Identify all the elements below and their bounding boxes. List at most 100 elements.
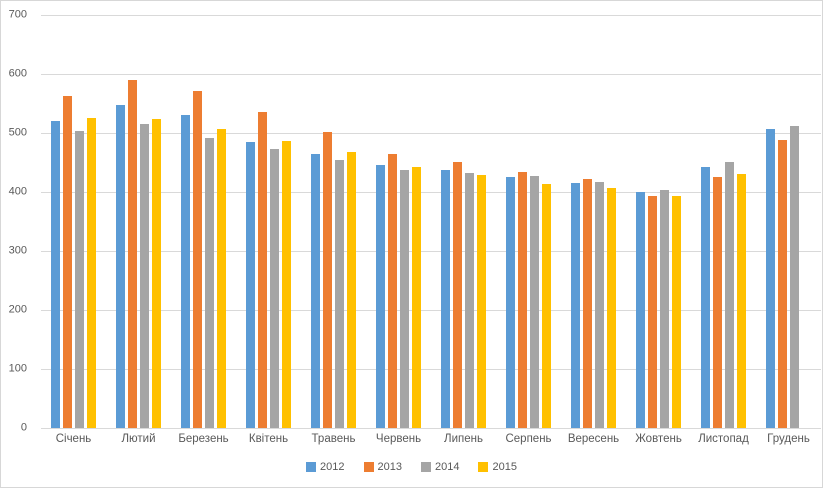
gridline [41,133,821,134]
bar-2014-Серпень [530,176,539,428]
bar-group-Квітень [236,15,301,428]
bar-2013-Березень [193,91,202,428]
bar-2015-Липень [477,175,486,428]
gridline [41,428,821,429]
bar-2014-Липень [465,173,474,428]
bar-group-Червень [366,15,431,428]
legend-swatch-icon [306,462,317,472]
legend-swatch-icon [478,462,489,472]
bar-group-Вересень [561,15,626,428]
bar-2014-Травень [335,160,344,428]
x-tick-label: Грудень [767,433,810,445]
legend-item-2013: 2013 [363,461,402,473]
bar-2012-Грудень [766,129,775,428]
bar-group-Грудень [756,15,821,428]
bar-2014-Березень [205,138,214,428]
bar-2013-Липень [453,162,462,428]
bar-2014-Січень [75,131,84,428]
bar-group-Березень [171,15,236,428]
x-tick-label: Січень [55,433,92,445]
bar-2012-Травень [311,154,320,428]
bar-2015-Серпень [542,184,551,428]
legend-item-2014: 2014 [421,461,459,473]
bar-2012-Лютий [116,105,125,428]
bar-2015-Березень [217,129,226,428]
bar-2014-Квітень [270,149,279,428]
bar-2013-Січень [63,96,72,428]
bar-2013-Квітень [258,112,267,428]
y-tick-label: 700 [8,8,27,21]
bar-2015-Жовтень [672,196,681,428]
bar-2015-Червень [412,167,421,428]
bar-2015-Квітень [282,141,291,428]
bar-group-Січень [41,15,106,428]
bar-2014-Жовтень [660,190,669,428]
bar-2013-Жовтень [648,196,657,428]
bar-2014-Червень [400,170,409,428]
bar-2015-Листопад [737,174,746,428]
bar-2013-Листопад [713,177,722,428]
x-axis: Січень Лютий Березень Квітень Травень Червень… [41,433,821,446]
y-tick-label: 100 [8,362,27,375]
x-tick-label: Липень [444,433,483,445]
bar-2014-Грудень [790,126,799,428]
bar-2012-Серпень [506,177,515,428]
bar-2013-Травень [323,132,332,428]
bar-group-Жовтень [626,15,691,428]
gridline [41,310,821,311]
x-tick-label: Лютий [121,433,156,445]
x-tick-label: Травень [311,433,356,445]
bar-group-Лютий [106,15,171,428]
bar-2012-Березень [181,115,190,428]
y-tick-label: 200 [8,303,27,316]
gridline [41,15,821,16]
x-tick-label: Березень [178,433,229,445]
bar-2012-Листопад [701,167,710,428]
bar-2012-Квітень [246,142,255,428]
gridline [41,251,821,252]
legend-label: 2012 [320,461,345,473]
bar-2015-Травень [347,152,356,428]
legend-label: 2015 [492,461,517,473]
bar-2012-Січень [51,121,60,428]
legend-swatch-icon [421,462,431,472]
bar-groups [41,15,821,428]
bar-2014-Лютий [140,124,149,428]
legend-item-2015: 2015 [478,461,517,473]
x-tick-label: Вересень [567,433,620,445]
legend-swatch-icon [363,462,374,472]
bar-2013-Грудень [778,140,787,428]
plot-area [41,15,821,429]
bar-group-Липень [431,15,496,428]
bar-2015-Вересень [607,188,616,428]
legend: 2012 2013 2014 2015 [1,461,822,473]
x-tick-label: Квітень [248,433,289,445]
bar-2012-Вересень [571,183,580,428]
y-axis: 700 600 500 400 300 200 100 0 [1,1,33,487]
bar-2012-Червень [376,165,385,428]
y-tick-label: 0 [20,421,27,434]
x-tick-label: Червень [375,433,422,445]
bar-group-Серпень [496,15,561,428]
bar-2013-Серпень [518,172,527,428]
gridline [41,369,821,370]
bar-2013-Лютий [128,80,137,428]
bar-group-Травень [301,15,366,428]
gridline [41,74,821,75]
x-tick-label: Жовтень [635,433,682,445]
bar-2014-Вересень [595,182,604,428]
bar-2014-Листопад [725,162,734,428]
y-tick-label: 300 [8,244,27,257]
bar-2013-Червень [388,154,397,428]
y-tick-label: 500 [8,126,27,139]
legend-label: 2013 [377,461,402,473]
x-tick-label: Серпень [505,433,552,445]
bar-group-Листопад [691,15,756,428]
bar-2015-Лютий [152,119,161,428]
y-tick-label: 400 [8,185,27,198]
bar-2012-Жовтень [636,192,645,428]
bar-2012-Липень [441,170,450,428]
legend-label: 2014 [435,461,460,473]
bar-2013-Вересень [583,179,592,428]
